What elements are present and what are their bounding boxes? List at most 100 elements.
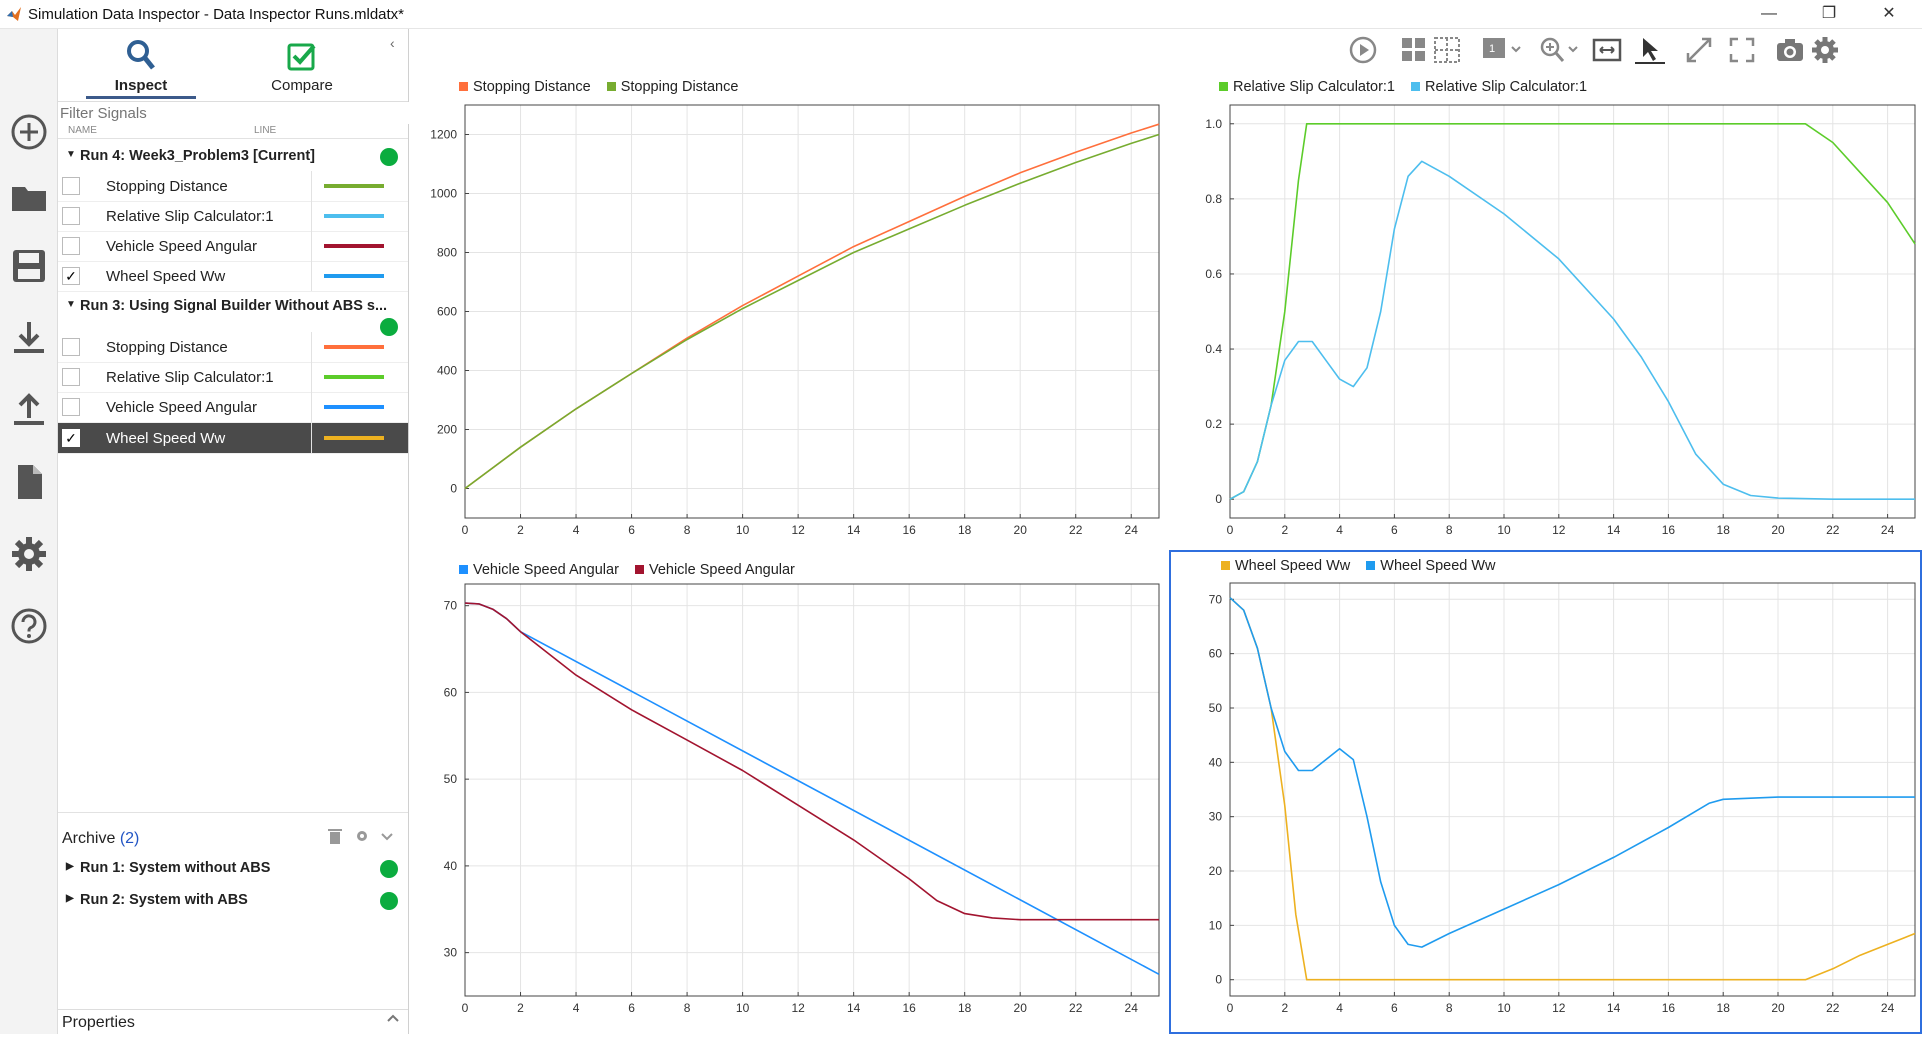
x-tick-label: 22 xyxy=(1826,523,1840,537)
expand-arrow-icon[interactable]: ▶ xyxy=(66,861,74,872)
archive-header[interactable]: Archive (2) xyxy=(62,830,139,848)
y-tick-label: 0.2 xyxy=(1205,417,1222,431)
signal-row[interactable]: Stopping Distance xyxy=(58,171,408,202)
export-icon[interactable] xyxy=(10,391,48,429)
tab-inspect[interactable]: Inspect xyxy=(86,33,196,99)
signal-checkbox[interactable] xyxy=(62,207,80,225)
line-style-swatch[interactable] xyxy=(324,375,384,379)
y-tick-label: 600 xyxy=(437,305,457,319)
series-line[interactable] xyxy=(1229,122,1916,500)
trash-icon[interactable] xyxy=(328,828,342,844)
cursor-icon[interactable] xyxy=(1633,35,1667,65)
report-icon[interactable] xyxy=(10,463,48,501)
import-icon[interactable] xyxy=(10,319,48,357)
signal-row[interactable]: ✓ Wheel Speed Ww xyxy=(58,261,408,292)
folder-icon[interactable] xyxy=(10,179,48,217)
subplot-top-right[interactable]: Relative Slip Calculator:1 Relative Slip… xyxy=(1169,73,1922,553)
signal-row[interactable]: Vehicle Speed Angular xyxy=(58,231,408,262)
x-tick-label: 12 xyxy=(1552,523,1566,537)
minimize-button[interactable]: — xyxy=(1761,5,1777,22)
save-icon[interactable] xyxy=(10,247,48,285)
series-line[interactable] xyxy=(1229,597,1915,948)
signal-checkbox[interactable] xyxy=(62,177,80,195)
signal-row[interactable]: Relative Slip Calculator:1 xyxy=(58,201,408,232)
fit-to-view-icon[interactable] xyxy=(1592,35,1622,65)
signal-browser: Inspect Compare ‹ NAME LINE ▼ Run 4: Wee… xyxy=(58,29,410,1035)
expand-arrow-icon[interactable]: ▼ xyxy=(66,149,76,160)
x-tick-label: 10 xyxy=(736,523,750,537)
legend-entry: Stopping Distance xyxy=(459,79,591,95)
gear-icon[interactable] xyxy=(1810,35,1840,65)
signal-row[interactable]: Stopping Distance xyxy=(58,332,408,363)
x-tick-label: 20 xyxy=(1014,1001,1028,1015)
archive-run-row[interactable]: ▶ Run 2: System with ABS xyxy=(58,886,408,914)
visualization-icon[interactable]: 1 xyxy=(1480,35,1524,65)
expand-icon[interactable] xyxy=(1684,35,1714,65)
signal-checkbox[interactable] xyxy=(62,398,80,416)
x-tick-label: 16 xyxy=(1662,523,1676,537)
layout-grid-icon[interactable] xyxy=(1399,35,1429,65)
properties-panel-header[interactable]: Properties xyxy=(58,1009,408,1035)
x-tick-label: 4 xyxy=(1336,523,1343,537)
series-line[interactable] xyxy=(1229,160,1915,501)
column-divider xyxy=(311,261,312,291)
series-line[interactable] xyxy=(464,602,1159,921)
chevron-down-icon[interactable] xyxy=(380,830,394,844)
legend: Wheel Speed Ww Wheel Speed Ww xyxy=(1221,558,1508,574)
line-style-swatch[interactable] xyxy=(324,244,384,248)
line-chart[interactable]: 0 2 4 6 8 10 12 14 16 18 20 22 240200400600800100012… xyxy=(409,73,1169,553)
signal-row-selected[interactable]: ✓ Wheel Speed Ww xyxy=(58,423,408,454)
layout-subplot-icon[interactable] xyxy=(1432,35,1462,65)
line-style-swatch[interactable] xyxy=(324,436,384,440)
archive-run-row[interactable]: ▶ Run 1: System without ABS xyxy=(58,854,408,882)
run-row-run4[interactable]: ▼ Run 4: Week3_Problem3 [Current] xyxy=(58,142,408,170)
x-tick-label: 24 xyxy=(1125,523,1139,537)
expand-arrow-icon[interactable]: ▶ xyxy=(66,893,74,904)
chevron-up-icon[interactable] xyxy=(386,1012,400,1024)
line-style-swatch[interactable] xyxy=(324,184,384,188)
y-tick-label: 0 xyxy=(1215,973,1222,987)
signal-checkbox[interactable] xyxy=(62,237,80,255)
gear-icon[interactable] xyxy=(354,828,370,844)
line-style-swatch[interactable] xyxy=(324,214,384,218)
collapse-panel-button[interactable]: ‹ xyxy=(390,35,395,51)
y-tick-label: 60 xyxy=(444,685,458,699)
run-row-run3[interactable]: ▼ Run 3: Using Signal Builder Without AB… xyxy=(58,292,408,336)
series-line[interactable] xyxy=(464,123,1160,490)
signal-checkbox[interactable] xyxy=(62,368,80,386)
signal-checkbox[interactable]: ✓ xyxy=(62,267,80,285)
zoom-icon[interactable] xyxy=(1537,35,1581,65)
line-style-swatch[interactable] xyxy=(324,274,384,278)
x-tick-label: 14 xyxy=(1607,523,1621,537)
series-line[interactable] xyxy=(1229,597,1916,981)
run-status-icon xyxy=(380,892,398,910)
subplot-bottom-right[interactable]: Wheel Speed Ww Wheel Speed Ww 0 2 4 6 8 10 12 1… xyxy=(1169,550,1922,1034)
x-tick-label: 22 xyxy=(1069,1001,1083,1015)
settings-icon[interactable] xyxy=(10,535,48,573)
line-style-swatch[interactable] xyxy=(324,405,384,409)
signal-checkbox[interactable]: ✓ xyxy=(62,429,80,447)
tab-compare[interactable]: Compare xyxy=(247,33,357,99)
expand-arrow-icon[interactable]: ▼ xyxy=(66,299,76,310)
snapshot-icon[interactable] xyxy=(1775,35,1805,65)
signal-row[interactable]: Vehicle Speed Angular xyxy=(58,392,408,423)
fullscreen-icon[interactable] xyxy=(1727,35,1757,65)
legend: Stopping Distance Stopping Distance xyxy=(459,79,750,95)
help-icon[interactable] xyxy=(10,607,48,645)
series-line[interactable] xyxy=(464,602,1160,976)
close-button[interactable]: ✕ xyxy=(1882,5,1896,22)
series-line[interactable] xyxy=(464,133,1160,490)
play-icon[interactable] xyxy=(1348,35,1378,65)
new-icon[interactable] xyxy=(10,113,48,151)
signal-row[interactable]: Relative Slip Calculator:1 xyxy=(58,362,408,393)
x-tick-label: 14 xyxy=(847,523,861,537)
line-style-swatch[interactable] xyxy=(324,345,384,349)
subplot-bottom-left[interactable]: Vehicle Speed Angular Vehicle Speed Angu… xyxy=(409,556,1169,1034)
filter-signals-input[interactable] xyxy=(58,102,410,124)
signal-checkbox[interactable] xyxy=(62,338,80,356)
restore-button[interactable]: ❐ xyxy=(1821,5,1837,22)
